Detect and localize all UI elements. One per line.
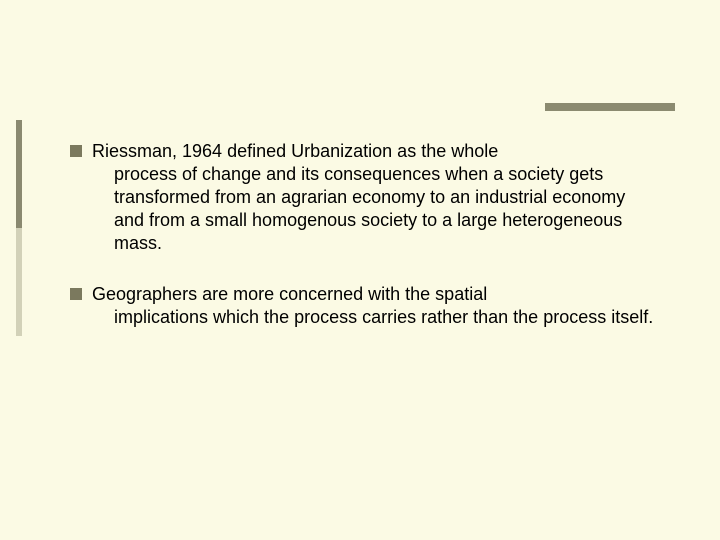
side-accent-bottom <box>16 228 22 336</box>
slide: Riessman, 1964 defined Urbanization as t… <box>0 0 720 540</box>
content-area: Riessman, 1964 defined Urbanization as t… <box>70 140 660 357</box>
square-bullet-icon <box>70 145 82 157</box>
bullet-continuation: process of change and its consequences w… <box>92 163 660 255</box>
bullet-first-line: Geographers are more concerned with the … <box>92 284 487 304</box>
list-item: Riessman, 1964 defined Urbanization as t… <box>70 140 660 255</box>
side-accent-top <box>16 120 22 228</box>
square-bullet-icon <box>70 288 82 300</box>
bullet-continuation: implications which the process carries r… <box>92 306 660 329</box>
bullet-first-line: Riessman, 1964 defined Urbanization as t… <box>92 141 498 161</box>
bullet-text: Geographers are more concerned with the … <box>92 283 660 329</box>
list-item: Geographers are more concerned with the … <box>70 283 660 329</box>
top-accent-bar <box>545 103 675 111</box>
bullet-text: Riessman, 1964 defined Urbanization as t… <box>92 140 660 255</box>
